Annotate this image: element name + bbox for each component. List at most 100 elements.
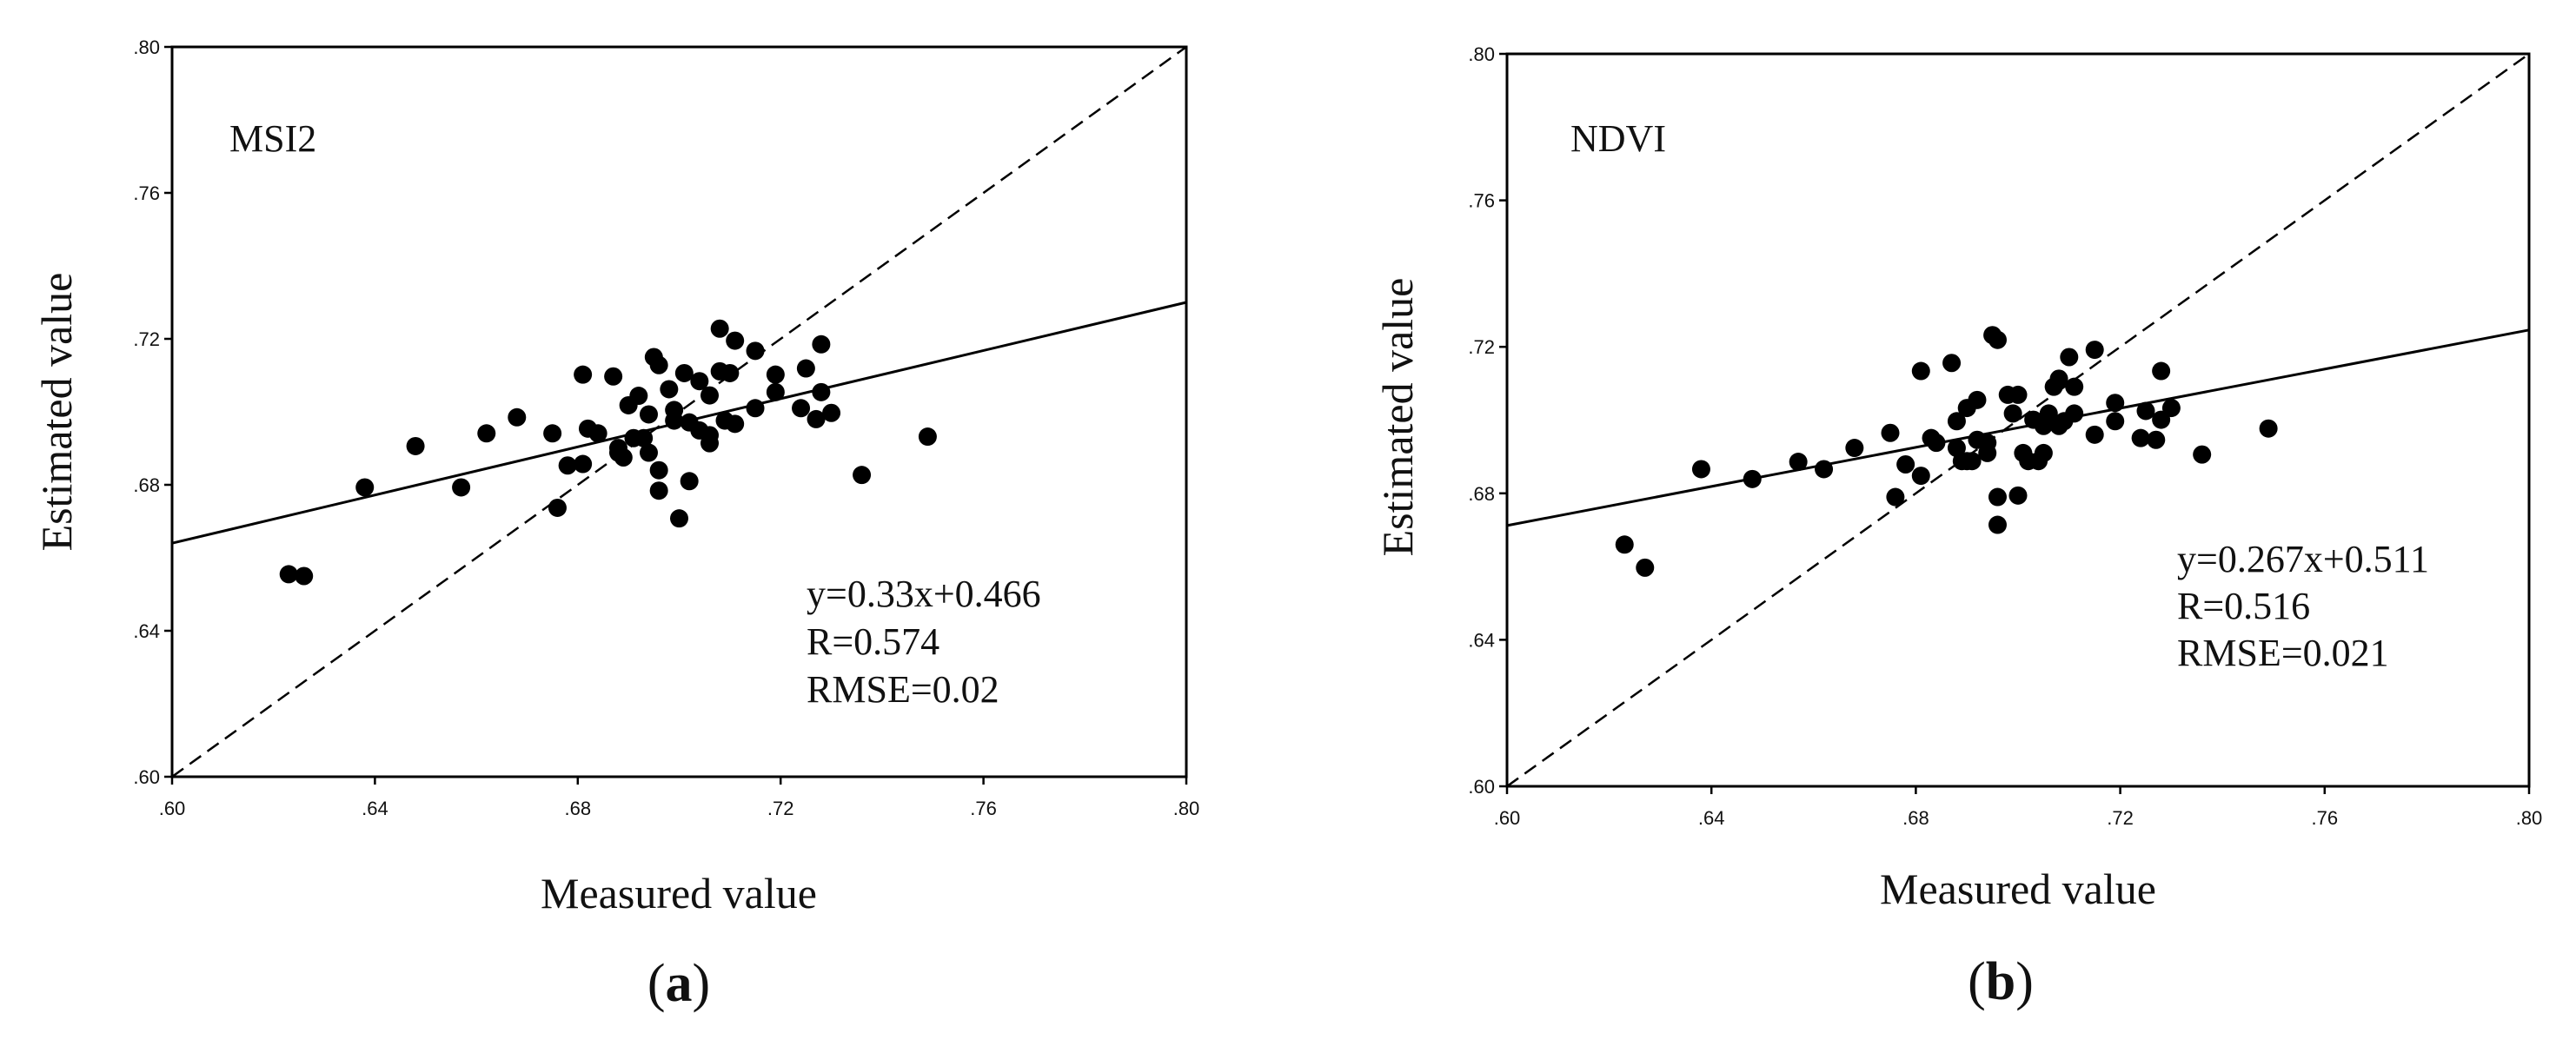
panel-label: NDVI: [1570, 117, 1666, 160]
axis-ticks: .60 .64 .68 .72 .76 .80 .60 .64 .68 .72 .76 .80: [1468, 43, 2542, 829]
x-tick-label: .80: [1173, 798, 1200, 819]
data-point: [639, 405, 658, 424]
x-tick-label: .80: [2516, 807, 2543, 829]
data-point: [1988, 515, 2007, 534]
plot-frame: [1505, 52, 2531, 788]
y-tick-label: .64: [133, 620, 160, 642]
y-axis-title: Estimated value: [32, 273, 81, 552]
data-point: [2008, 385, 2028, 404]
data-point: [1942, 354, 1962, 373]
data-point: [1896, 455, 1915, 474]
data-point: [406, 436, 425, 455]
x-tick-label: .76: [970, 798, 997, 819]
data-point: [548, 498, 567, 517]
data-point: [629, 387, 648, 406]
x-tick-label: .64: [1698, 807, 1725, 829]
y-tick-label: .60: [133, 766, 160, 788]
y-tick-label: .80: [1468, 43, 1495, 65]
data-point: [2085, 341, 2104, 360]
data-point: [1911, 361, 1930, 381]
data-point: [792, 399, 811, 418]
data-point: [690, 372, 709, 391]
data-point: [853, 466, 872, 485]
data-point: [670, 509, 688, 528]
data-point: [2161, 399, 2181, 418]
r-label: R=0.516: [2177, 585, 2310, 627]
y-tick-label: .72: [133, 328, 160, 350]
data-point: [2136, 401, 2155, 421]
axis-ticks: .60 .64 .68 .72 .76 .80 .60 .64 .68 .72 .76 .80: [133, 36, 1199, 819]
equation-label: y=0.267x+0.511: [2177, 538, 2429, 580]
equation-label: y=0.33x+0.466: [807, 573, 1041, 615]
y-tick-label: .76: [1468, 190, 1495, 212]
data-point: [1978, 434, 1997, 453]
data-point: [710, 319, 729, 338]
data-point: [2034, 443, 2053, 462]
y-tick-label: .80: [133, 36, 160, 58]
data-point: [604, 367, 623, 386]
data-point: [2008, 486, 2028, 505]
data-point: [766, 382, 785, 401]
data-point: [918, 427, 937, 447]
y-tick-label: .68: [1468, 483, 1495, 505]
reference-line: [1506, 52, 2530, 788]
data-point: [2065, 404, 2084, 423]
data-point: [1911, 467, 1930, 486]
x-tick-label: .60: [1494, 807, 1521, 829]
y-tick-label: .72: [1468, 336, 1495, 358]
x-tick-label: .60: [159, 798, 186, 819]
panel-caption: (b): [1968, 952, 2034, 1011]
data-point: [2003, 404, 2022, 423]
data-point: [2106, 394, 2125, 413]
data-point: [1789, 453, 1808, 472]
data-points: [1615, 326, 2278, 577]
data-point: [807, 409, 826, 428]
data-point: [508, 407, 527, 427]
panel-a: .60 .64 .68 .72 .76 .80 .60 .64 .68 .72 .76 .80 MSI…: [32, 36, 1199, 1013]
data-point: [355, 478, 375, 497]
data-point: [614, 448, 633, 467]
x-tick-label: .64: [362, 798, 388, 819]
data-point: [2259, 419, 2278, 438]
data-point: [1927, 434, 1946, 453]
data-point: [726, 331, 745, 350]
data-point: [558, 456, 577, 475]
data-point: [822, 403, 841, 422]
data-point: [1947, 412, 1966, 431]
panel-label: MSI2: [229, 117, 316, 160]
caption-letter: b: [1986, 952, 2015, 1011]
data-point: [588, 424, 607, 443]
data-point: [1988, 487, 2007, 507]
data-point: [452, 478, 471, 497]
data-point: [2039, 404, 2058, 423]
y-axis-title: Estimated value: [1373, 278, 1422, 557]
data-point: [700, 386, 720, 405]
panel-b: .60 .64 .68 .72 .76 .80 .60 .64 .68 .72 .76 .80 NDV…: [1373, 43, 2542, 1011]
data-point: [1845, 439, 1864, 458]
plot-frame: [170, 45, 1188, 778]
data-point: [1881, 423, 1900, 442]
data-point: [680, 472, 699, 491]
data-point: [2193, 445, 2212, 464]
data-point: [1636, 558, 1655, 577]
y-tick-label: .60: [1468, 776, 1495, 798]
data-point: [2060, 348, 2079, 367]
data-point: [574, 454, 593, 474]
data-point: [639, 443, 658, 462]
y-tick-label: .68: [133, 474, 160, 496]
x-axis-title: Measured value: [1880, 864, 2156, 913]
r-label: R=0.574: [807, 620, 939, 663]
data-point: [1615, 535, 1634, 554]
caption-letter: a: [666, 954, 693, 1013]
rmse-label: RMSE=0.02: [807, 668, 999, 711]
data-points: [279, 319, 937, 586]
x-tick-label: .68: [565, 798, 592, 819]
data-point: [649, 460, 668, 480]
x-axis-title: Measured value: [541, 869, 817, 917]
data-point: [726, 414, 745, 434]
x-tick-label: .68: [1902, 807, 1929, 829]
data-point: [766, 365, 785, 384]
data-point: [279, 565, 298, 584]
data-point: [720, 363, 740, 382]
x-tick-label: .72: [767, 798, 794, 819]
